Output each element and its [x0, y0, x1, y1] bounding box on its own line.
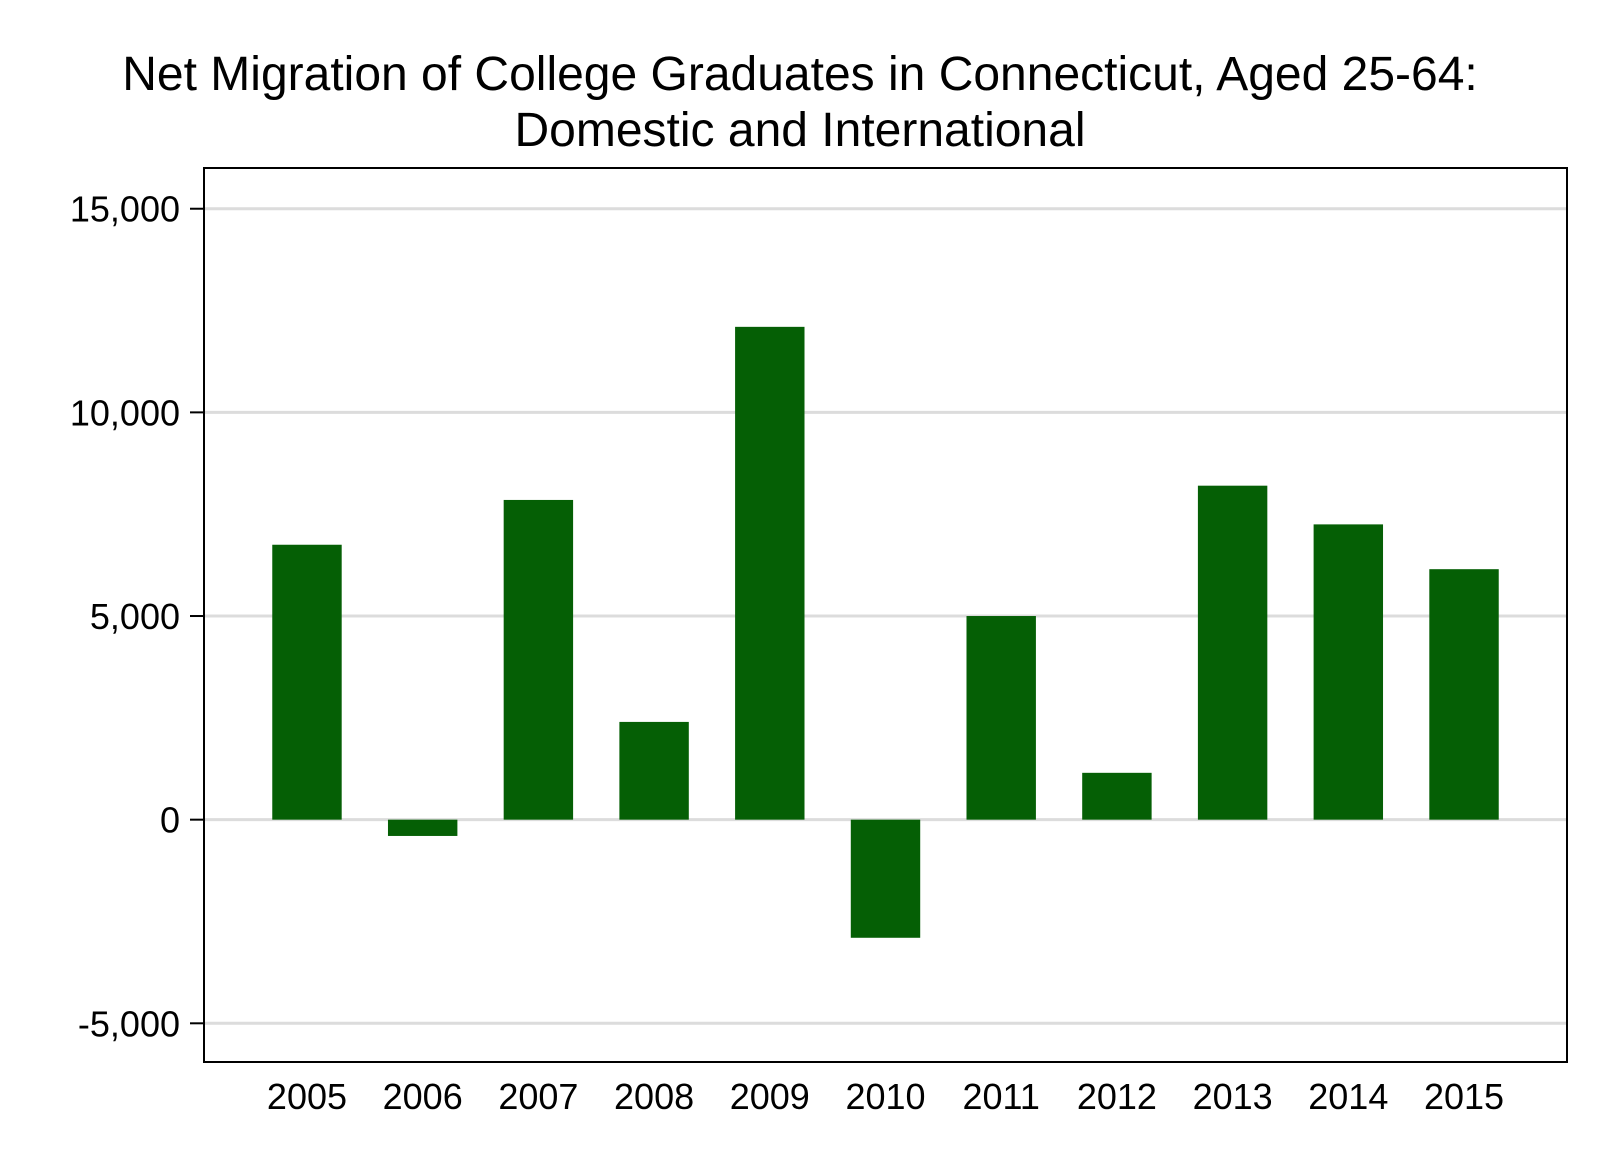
x-tick-label: 2008 — [614, 1076, 694, 1117]
bar-2010 — [850, 819, 921, 938]
bar-2015 — [1429, 569, 1499, 820]
x-tick-label: 2015 — [1424, 1076, 1504, 1117]
chart-title-line-2: Domestic and International — [515, 104, 1086, 157]
x-tick-label: 2012 — [1077, 1076, 1157, 1117]
x-axis: 2005 2006 2007 2008 2009 2010 2011 2012 2013 2014… — [267, 1076, 1504, 1117]
y-tick-label: 15,000 — [70, 189, 180, 230]
bar-2008 — [619, 721, 689, 820]
x-tick-label: 2010 — [845, 1076, 925, 1117]
bars — [272, 326, 1499, 938]
y-axis: -5,000 0 5,000 10,000 15,000 — [70, 189, 204, 1044]
y-tick-label: -5,000 — [78, 1003, 180, 1044]
x-tick-label: 2014 — [1308, 1076, 1388, 1117]
x-tick-label: 2007 — [498, 1076, 578, 1117]
bar-2012 — [1082, 772, 1152, 820]
bar-2005 — [272, 544, 342, 820]
plot-frame — [203, 167, 1568, 1063]
bar-2006 — [387, 819, 458, 836]
bar-2013 — [1197, 485, 1268, 820]
x-tick-label: 2011 — [962, 1076, 1039, 1117]
chart-title-line-1: Net Migration of College Graduates in Co… — [122, 48, 1477, 101]
x-tick-label: 2009 — [730, 1076, 810, 1117]
bar-2009 — [735, 326, 805, 820]
x-tick-label: 2006 — [383, 1076, 463, 1117]
y-tick-label: 10,000 — [70, 392, 180, 433]
y-tick-label: 5,000 — [90, 596, 180, 637]
y-tick-label: 0 — [160, 800, 180, 841]
bar-2011 — [966, 616, 1036, 820]
bar-2007 — [503, 499, 574, 820]
x-tick-label: 2005 — [267, 1076, 347, 1117]
x-tick-label: 2013 — [1193, 1076, 1273, 1117]
bar-2014 — [1313, 524, 1384, 820]
